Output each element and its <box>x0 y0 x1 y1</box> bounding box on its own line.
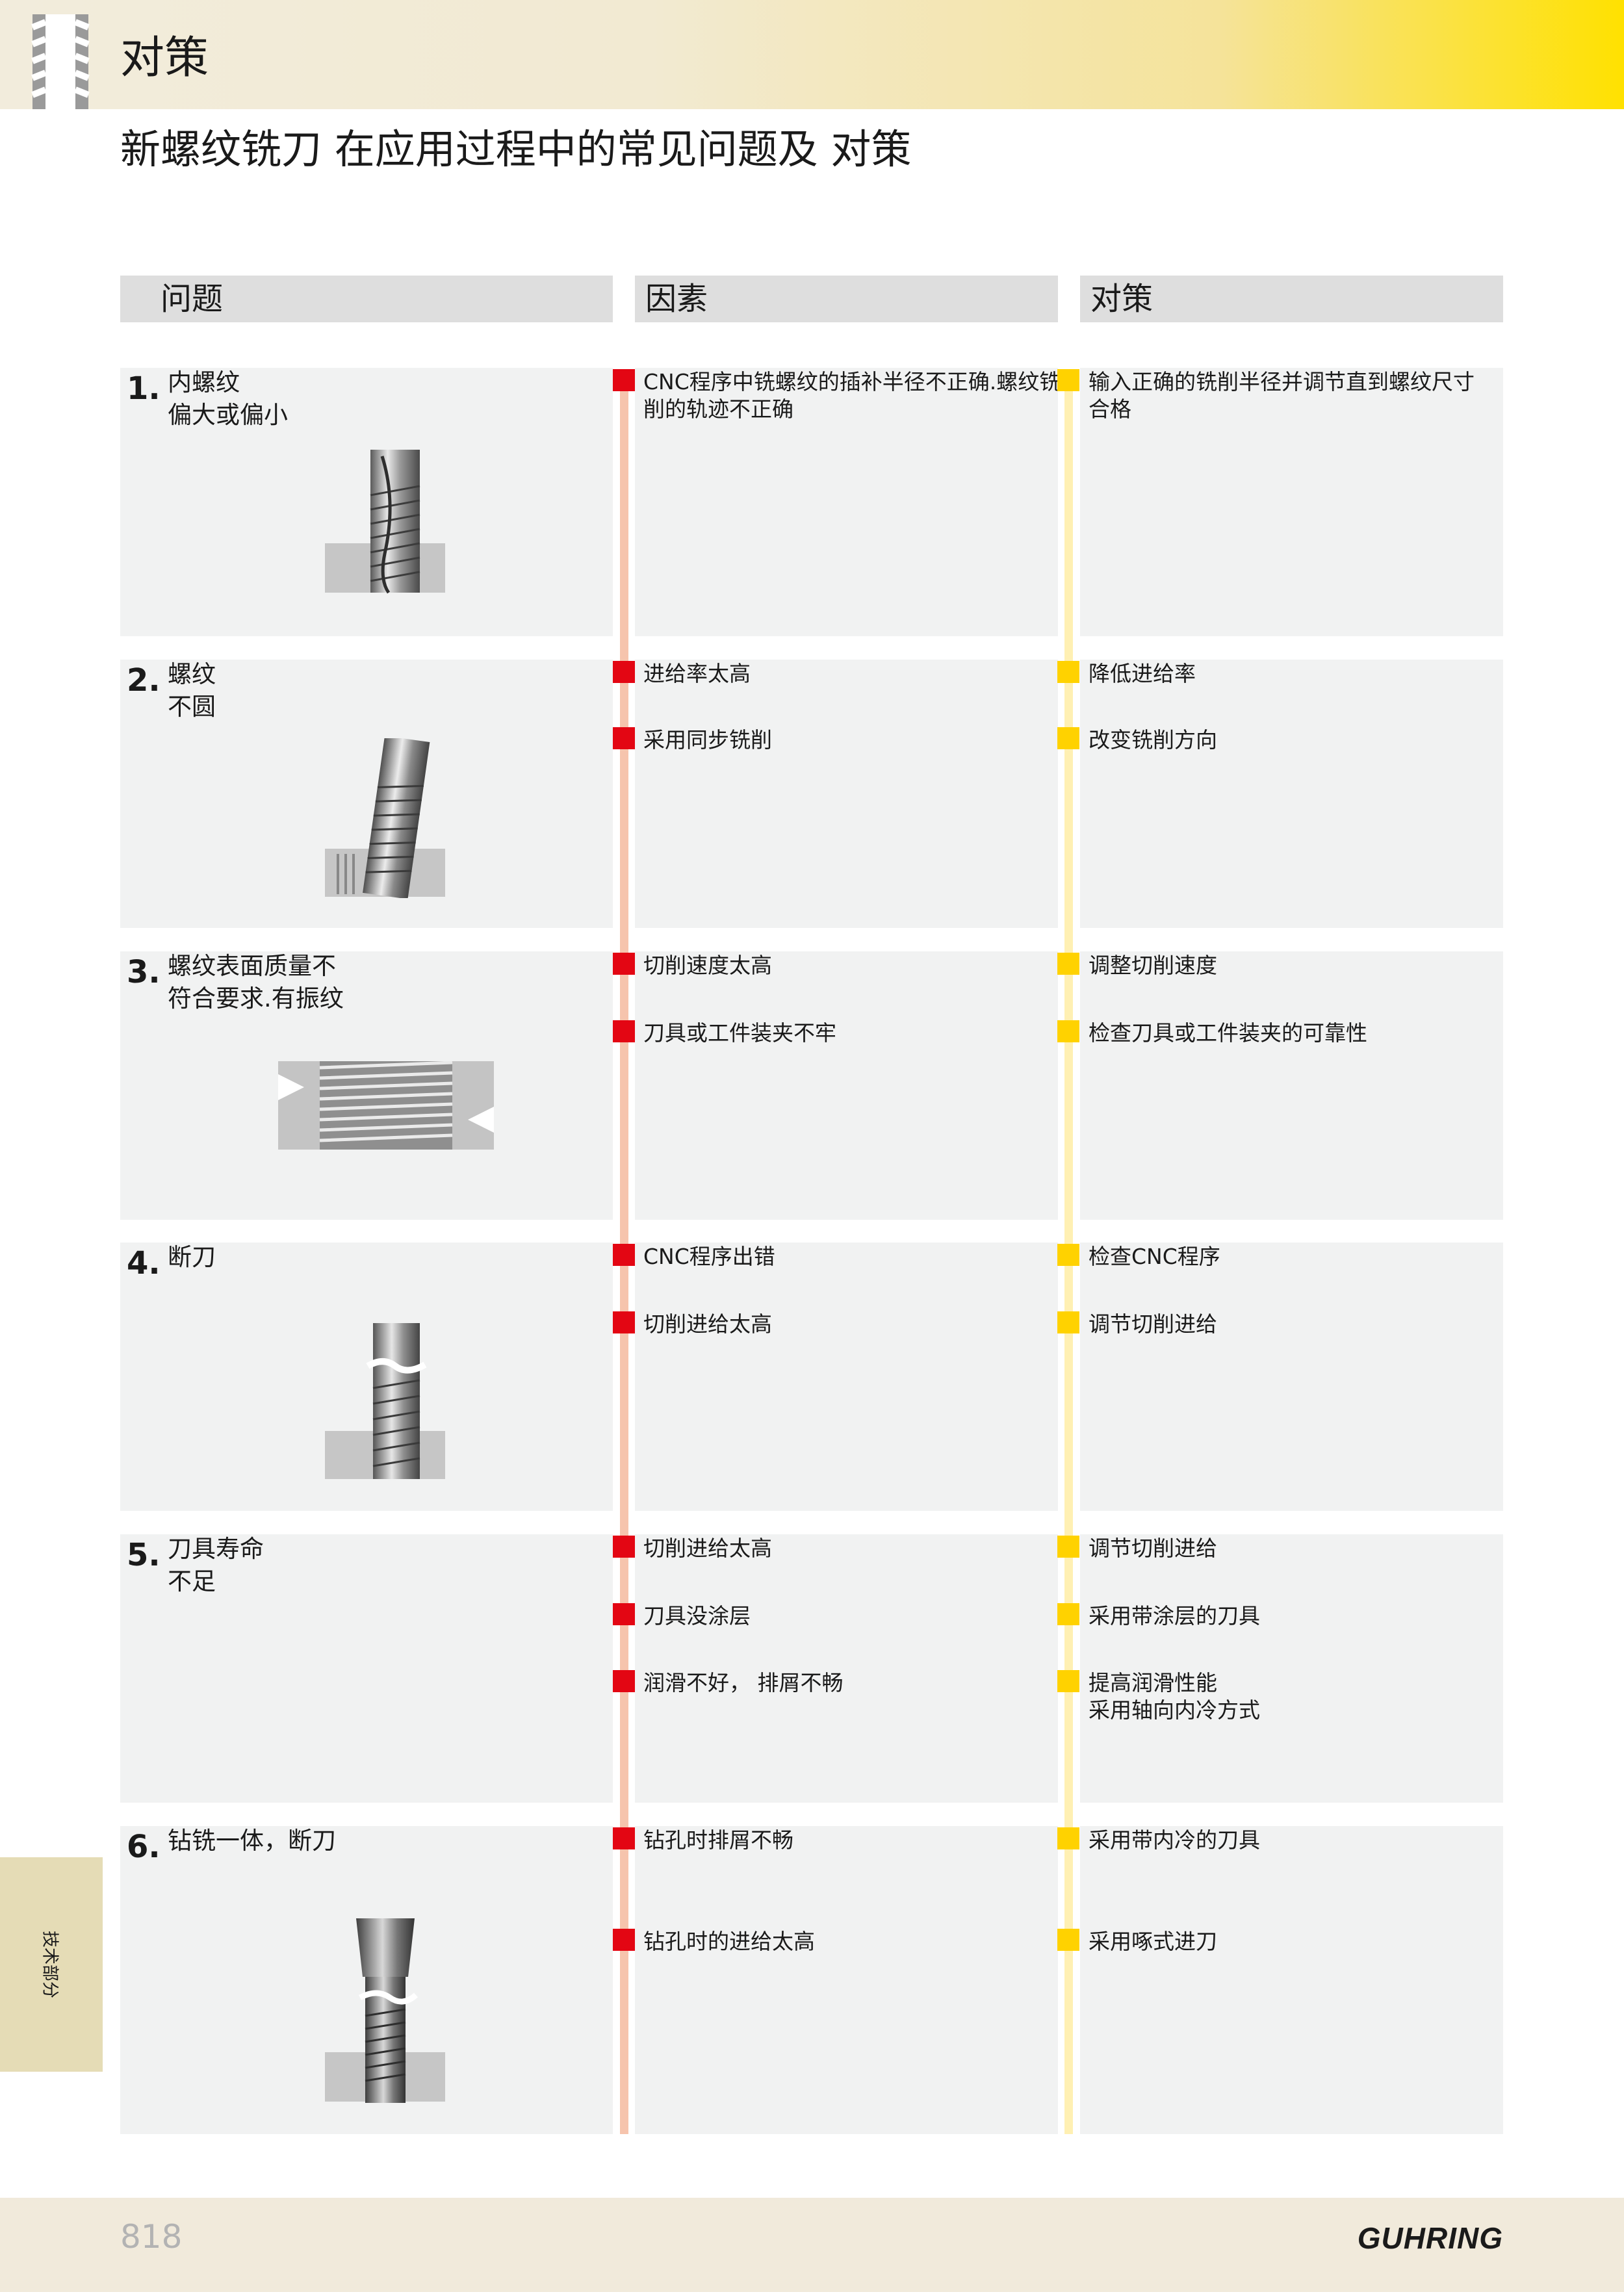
row-number: 4. <box>127 1245 161 1281</box>
problem-text: 刀具寿命 不足 <box>168 1535 264 1595</box>
cause-marker-icon <box>613 1311 635 1333</box>
measure-marker-icon <box>1057 1536 1079 1558</box>
measure-text: 检查刀具或工件装夹的可靠性 <box>1089 1020 1367 1046</box>
cause-text: 采用同步铣削 <box>643 727 772 753</box>
cause-marker-icon <box>613 1827 635 1849</box>
measure-cell <box>1080 951 1503 1220</box>
thread-surface-chatter-image <box>278 1061 494 1150</box>
measure-cell <box>1080 1826 1503 2134</box>
measure-marker-icon <box>1057 1603 1079 1625</box>
cause-marker-icon <box>613 369 635 391</box>
cause-marker-icon <box>613 661 635 683</box>
cause-marker-icon <box>613 953 635 975</box>
measure-cell <box>1080 660 1503 928</box>
cause-cell <box>635 1826 1058 2134</box>
cause-cell <box>635 951 1058 1220</box>
measure-marker-icon <box>1057 1670 1079 1692</box>
measure-text: 改变铣削方向 <box>1089 727 1217 753</box>
measure-marker-icon <box>1057 1244 1079 1266</box>
cause-text: 进给率太高 <box>643 661 751 686</box>
measure-text: 采用啄式进刀 <box>1089 1929 1217 1954</box>
problem-text: 内螺纹 偏大或偏小 <box>168 368 288 429</box>
cause-marker-icon <box>613 1536 635 1558</box>
cause-marker-icon <box>613 727 635 749</box>
measure-marker-icon <box>1057 369 1079 391</box>
measure-text: 调节切削进给 <box>1089 1536 1217 1561</box>
cause-text: CNC程序中铣螺纹的插补半径不正确.螺纹铣 削的轨迹不正确 <box>643 369 1061 422</box>
cause-cell <box>635 368 1058 636</box>
problem-text: 螺纹 不圆 <box>168 660 216 721</box>
measure-marker-icon <box>1057 661 1079 683</box>
cause-text: 刀具或工件装夹不牢 <box>643 1020 836 1046</box>
brand-logo-text: GUHRING <box>1358 2221 1503 2255</box>
cause-text: 刀具没涂层 <box>643 1603 751 1629</box>
thread-mill-broken-image <box>325 1323 445 1479</box>
cause-text: 钻孔时排屑不畅 <box>643 1827 793 1853</box>
header-band <box>0 0 1624 109</box>
measure-marker-icon <box>1057 1827 1079 1849</box>
problem-cell <box>120 1534 613 1803</box>
drill-thread-mill-broken-image <box>325 1918 445 2103</box>
cause-text: 切削进给太高 <box>643 1536 772 1561</box>
thread-mill-oversize-image <box>325 450 445 594</box>
measure-marker-icon <box>1057 1311 1079 1333</box>
cause-text: CNC程序出错 <box>643 1244 775 1269</box>
problem-text: 断刀 <box>168 1243 216 1271</box>
row-number: 5. <box>127 1537 161 1573</box>
measure-cell <box>1080 1243 1503 1511</box>
footer-band <box>0 2198 1624 2292</box>
row-number: 1. <box>127 370 161 407</box>
row-number: 6. <box>127 1829 161 1865</box>
row-number: 3. <box>127 954 161 990</box>
measure-text: 采用带内冷的刀具 <box>1089 1827 1260 1853</box>
cause-text: 切削速度太高 <box>643 953 772 978</box>
measure-text: 调整切削速度 <box>1089 953 1217 978</box>
row-number: 2. <box>127 662 161 699</box>
cause-marker-icon <box>613 1244 635 1266</box>
cause-marker-icon <box>613 1603 635 1625</box>
cause-text: 切削进给太高 <box>643 1311 772 1337</box>
thread-mill-out-of-round-image <box>325 738 445 898</box>
measure-marker-icon <box>1057 1020 1079 1042</box>
measure-marker-icon <box>1057 727 1079 749</box>
cause-marker-icon <box>613 1020 635 1042</box>
page-title: 新螺纹铣刀 在应用过程中的常见问题及 对策 <box>120 125 912 173</box>
cause-marker-icon <box>613 1670 635 1692</box>
measure-marker-icon <box>1057 1929 1079 1951</box>
measure-text: 采用带涂层的刀具 <box>1089 1603 1260 1629</box>
measure-text: 提高润滑性能 采用轴向内冷方式 <box>1089 1670 1260 1723</box>
measure-cell <box>1080 368 1503 636</box>
measure-cell <box>1080 1534 1503 1803</box>
side-tab-label: 技术部分 <box>40 1930 60 1999</box>
cause-cell <box>635 1534 1058 1803</box>
measure-text: 降低进给率 <box>1089 661 1196 686</box>
cause-cell <box>635 1243 1058 1511</box>
cause-cell <box>635 660 1058 928</box>
column-header-measure: 对策 <box>1080 276 1503 322</box>
column-header-problem: 问题 <box>120 276 613 322</box>
page-number: 818 <box>120 2218 183 2256</box>
section-side-tab: 技术部分 <box>0 1857 103 2072</box>
problem-text: 钻铣一体，断刀 <box>168 1827 336 1855</box>
brand-logo: GUHRING <box>1358 2221 1503 2255</box>
measure-text: 输入正确的铣削半径并调节直到螺纹尺寸 合格 <box>1089 369 1475 422</box>
measure-text: 检查CNC程序 <box>1089 1244 1220 1269</box>
cause-text: 润滑不好， 排屑不畅 <box>643 1670 844 1695</box>
thread-logo-icon <box>31 14 90 109</box>
measure-marker-icon <box>1057 953 1079 975</box>
problem-text: 螺纹表面质量不 符合要求.有振纹 <box>168 952 344 1012</box>
cause-marker-icon <box>613 1929 635 1951</box>
header-title: 对策 <box>120 32 209 84</box>
cause-text: 钻孔时的进给太高 <box>643 1929 815 1954</box>
column-header-cause: 因素 <box>635 276 1058 322</box>
measure-text: 调节切削进给 <box>1089 1311 1217 1337</box>
